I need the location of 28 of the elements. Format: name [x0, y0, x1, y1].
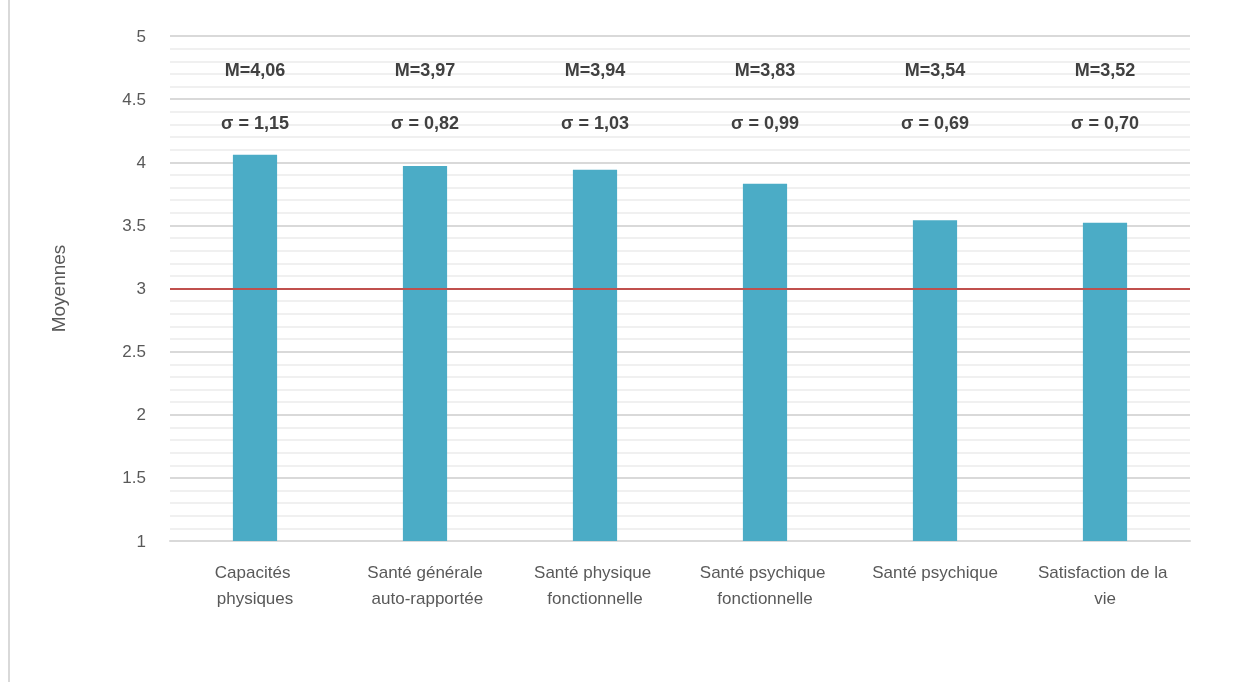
x-tick-label: Satisfaction de la vie: [1037, 562, 1173, 608]
y-tick-label: 5: [136, 26, 146, 46]
annotation: M=3,94: [564, 60, 626, 80]
y-tick-label: 3: [136, 279, 146, 298]
annotation: σ = 0,70: [1071, 113, 1139, 133]
y-tick-label: 4: [136, 152, 146, 172]
annotation: M=4,06: [224, 60, 286, 80]
annotation: σ = 0,69: [901, 113, 969, 133]
x-tick-label: Santé générale auto-rapportée: [366, 562, 484, 608]
annotation: M=3,97: [394, 60, 456, 80]
x-tick-label: Santé psychique fonctionnelle: [699, 562, 831, 608]
y-tick-label: 2: [136, 405, 146, 425]
y-tick-label: 1.5: [122, 468, 146, 488]
annotation: M=3,54: [904, 60, 966, 80]
x-tick-label: Santé physique fonctionnelle: [534, 562, 656, 608]
annotation: σ = 0,82: [391, 113, 459, 133]
x-tick-label: Capacités physiques: [214, 562, 296, 608]
annotation: σ = 1,03: [561, 113, 629, 133]
annotation: M=3,83: [734, 60, 796, 80]
y-axis-title: Moyennes: [48, 244, 69, 333]
annotation: M=3,52: [1074, 60, 1136, 80]
annotation: σ = 0,99: [731, 113, 799, 133]
y-tick-label: 4.5: [122, 89, 146, 109]
y-tick-label: 3.5: [122, 215, 146, 235]
y-tick-label: 1: [136, 531, 146, 551]
x-tick-label: Santé psychique: [872, 562, 998, 582]
annotation: σ = 1,15: [221, 113, 289, 133]
y-tick-label: 2.5: [122, 342, 146, 362]
